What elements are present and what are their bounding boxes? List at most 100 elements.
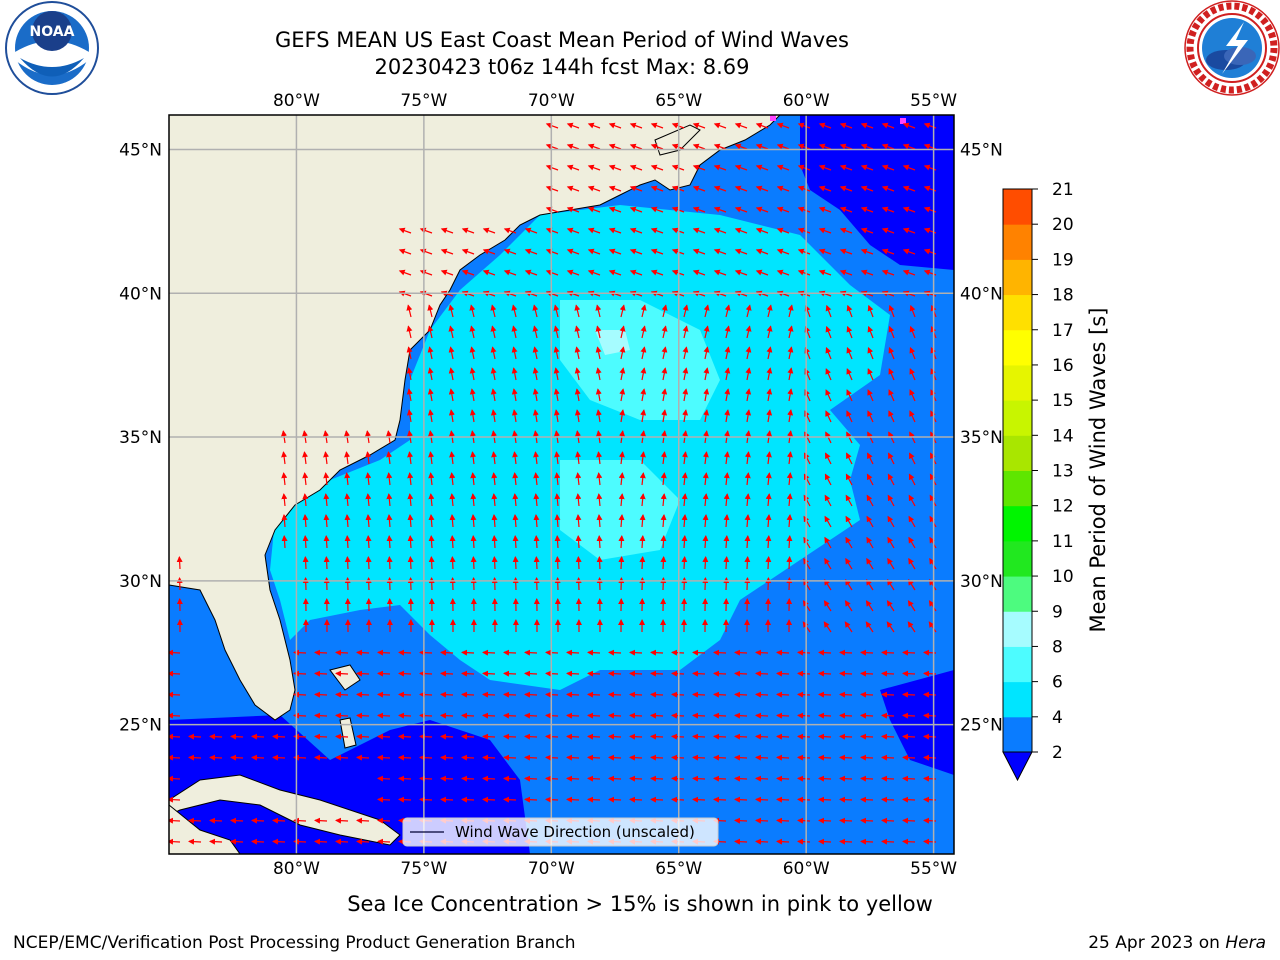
wave-direction-arrow	[619, 346, 626, 360]
wave-direction-arrow	[902, 838, 916, 845]
wave-direction-arrow	[860, 248, 874, 255]
wave-direction-arrow	[524, 733, 538, 740]
wave-direction-arrow	[846, 410, 853, 423]
wave-direction-arrow	[323, 514, 330, 528]
wave-direction-arrow	[776, 691, 790, 698]
wave-direction-arrow	[765, 493, 772, 507]
wave-direction-arrow	[755, 670, 769, 677]
wave-direction-arrow	[797, 248, 811, 255]
wave-direction-arrow	[482, 733, 496, 740]
wave-direction-arrow	[428, 556, 435, 570]
wave-direction-arrow	[440, 248, 454, 255]
wave-direction-arrow	[661, 346, 668, 360]
wave-direction-arrow	[406, 388, 413, 402]
wave-direction-arrow	[845, 473, 853, 486]
wave-direction-arrow	[272, 838, 286, 845]
wave-direction-arrow	[511, 304, 518, 318]
wave-direction-arrow	[692, 269, 706, 276]
wave-direction-arrow	[765, 514, 772, 528]
wave-direction-arrow	[824, 557, 832, 570]
wave-direction-arrow	[640, 388, 647, 402]
colorbar-tick-label: 21	[1052, 180, 1074, 200]
wave-direction-arrow	[532, 409, 539, 423]
wave-direction-arrow	[744, 451, 751, 465]
wave-direction-arrow	[713, 775, 727, 782]
wave-direction-arrow	[888, 346, 895, 360]
wave-direction-arrow	[881, 227, 895, 234]
wave-direction-arrow	[566, 796, 580, 803]
wave-direction-arrow	[839, 670, 853, 677]
wave-direction-arrow	[587, 206, 601, 213]
wave-direction-arrow	[703, 367, 710, 381]
wave-direction-arrow	[629, 649, 643, 656]
wave-direction-arrow	[209, 838, 223, 845]
lon-tick-label: 65°W	[655, 859, 702, 879]
wave-direction-arrow	[188, 733, 202, 740]
wave-direction-arrow	[449, 535, 456, 549]
wave-direction-arrow	[881, 122, 895, 129]
wave-direction-arrow	[566, 248, 580, 255]
wave-direction-arrow	[169, 649, 181, 656]
wave-direction-arrow	[365, 451, 372, 465]
wave-direction-arrow	[281, 493, 288, 507]
wave-direction-arrow	[660, 451, 667, 465]
wave-direction-arrow	[846, 325, 853, 339]
wave-direction-arrow	[629, 185, 643, 192]
wave-direction-arrow	[335, 754, 349, 761]
lon-tick-label: 75°W	[400, 859, 447, 879]
wave-direction-arrow	[724, 304, 731, 318]
wave-direction-arrow	[713, 248, 727, 255]
wave-direction-arrow	[169, 712, 181, 719]
lat-ticks-left: 25°N 30°N 35°N 40°N 45°N	[119, 141, 162, 736]
colorbar-tick-label: 13	[1052, 462, 1074, 482]
wave-direction-arrow	[524, 775, 538, 782]
wave-direction-arrow	[314, 670, 328, 677]
wave-direction-arrow	[629, 691, 643, 698]
lon-tick-label: 70°W	[528, 859, 575, 879]
wave-direction-arrow	[797, 817, 811, 824]
wave-direction-arrow	[449, 472, 456, 486]
wave-direction-arrow	[776, 838, 790, 845]
wave-direction-arrow	[818, 796, 832, 803]
wave-direction-arrow	[797, 122, 811, 129]
wave-direction-arrow	[766, 409, 773, 423]
wave-direction-arrow	[650, 248, 664, 255]
wave-direction-arrow	[786, 556, 793, 570]
wave-direction-arrow	[824, 494, 832, 507]
wave-direction-arrow	[886, 621, 895, 633]
wave-direction-arrow	[566, 775, 580, 782]
wave-direction-arrow	[681, 451, 688, 465]
wave-direction-arrow	[482, 227, 496, 234]
wave-direction-arrow	[587, 796, 601, 803]
wave-direction-arrow	[281, 535, 288, 549]
wave-direction-arrow	[755, 649, 769, 656]
wave-direction-arrow	[825, 304, 832, 318]
wave-direction-arrow	[574, 325, 581, 339]
wave-direction-arrow	[755, 796, 769, 803]
colorbar-tick-label: 18	[1052, 286, 1074, 306]
wave-direction-arrow	[766, 325, 773, 339]
wave-direction-arrow	[587, 649, 601, 656]
wave-direction-arrow	[281, 451, 288, 465]
wave-direction-arrow	[428, 535, 435, 549]
wave-direction-arrow	[860, 143, 874, 150]
colorbar-tick-label: 2	[1052, 743, 1063, 763]
wave-direction-arrow	[511, 409, 518, 423]
wave-direction-arrow	[512, 472, 519, 486]
wave-direction-arrow	[532, 367, 539, 381]
lat-tick-label: 35°N	[119, 428, 162, 448]
wave-direction-arrow	[406, 367, 413, 381]
wave-direction-arrow	[661, 388, 668, 402]
wave-direction-arrow	[713, 691, 727, 698]
wave-direction-arrow	[888, 389, 895, 402]
wave-direction-arrow	[682, 346, 689, 360]
wave-direction-arrow	[629, 733, 643, 740]
wave-direction-arrow	[734, 796, 748, 803]
wave-direction-arrow	[490, 388, 497, 402]
wave-direction-arrow	[776, 775, 790, 782]
wave-direction-arrow	[909, 389, 916, 402]
wave-direction-arrow	[818, 227, 832, 234]
wave-direction-arrow	[866, 515, 874, 528]
wave-direction-arrow	[490, 367, 497, 381]
mid-period-region	[270, 205, 890, 690]
